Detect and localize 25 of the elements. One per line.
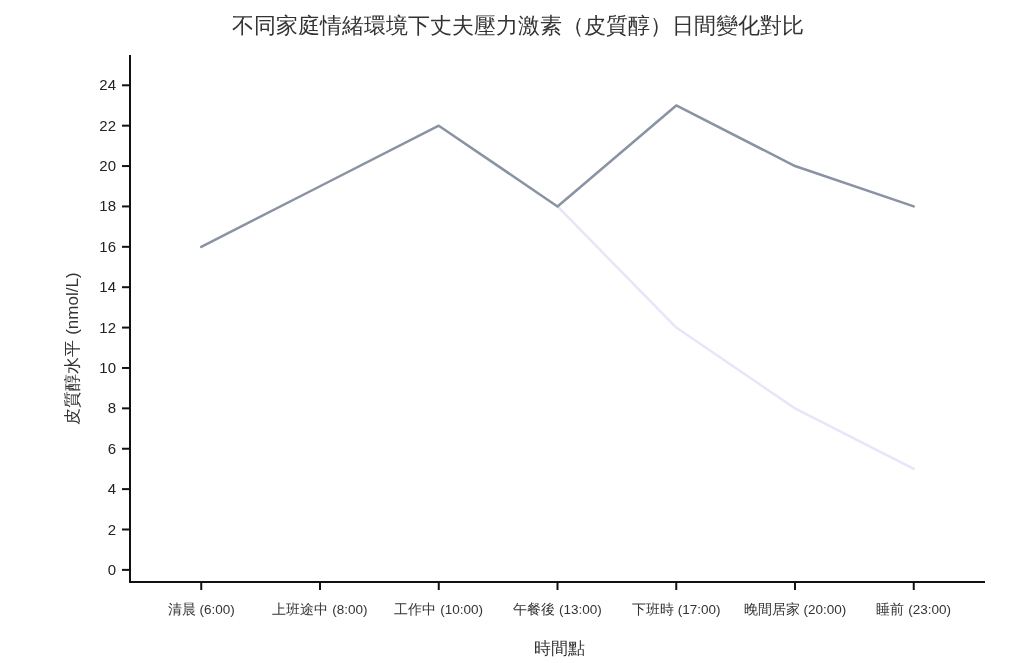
y-axis-title: 皮質醇水平 (nmol/L) — [63, 272, 82, 425]
x-tick-label: 下班時 (17:00) — [631, 602, 721, 617]
line-series — [556, 205, 915, 471]
y-tick-label: 24 — [99, 76, 116, 94]
x-tick-label: 工作中 (10:00) — [394, 602, 484, 617]
x-axis-title: 時間點 — [534, 639, 585, 658]
y-tick-label: 2 — [107, 520, 116, 538]
y-tick-label: 10 — [99, 358, 116, 376]
x-tick-label: 晚間居家 (20:00) — [743, 602, 847, 617]
x-tick-label: 睡前 (23:00) — [876, 602, 952, 617]
y-tick-label: 0 — [107, 560, 116, 578]
x-tick-label: 上班途中 (8:00) — [272, 602, 368, 617]
y-tick-label: 20 — [99, 157, 116, 175]
x-tick-label: 清晨 (6:00) — [167, 602, 235, 617]
x-tick-label: 午餐後 (13:00) — [513, 602, 602, 617]
chart-title: 不同家庭情緒環境下丈夫壓力激素（皮質醇）日間變化對比 — [232, 13, 804, 38]
y-tick-label: 16 — [99, 237, 116, 255]
y-tick-label: 4 — [107, 480, 116, 498]
y-tick-label: 18 — [99, 197, 116, 215]
y-tick-label: 12 — [99, 318, 116, 336]
line-series — [200, 104, 915, 249]
y-tick-label: 22 — [99, 116, 116, 134]
y-tick-label: 14 — [99, 278, 116, 296]
y-tick-label: 8 — [107, 399, 116, 417]
y-tick-label: 6 — [107, 439, 116, 457]
